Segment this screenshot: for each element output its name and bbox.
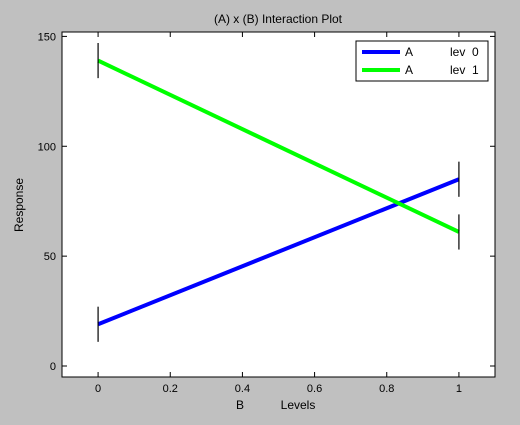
x-tick-label: 0 [95, 383, 101, 395]
plot-area [61, 31, 496, 378]
series-layer [97, 58, 460, 327]
x-tick-label: 0.4 [235, 383, 250, 395]
y-tick-label: 0 [50, 361, 56, 373]
x-tick-label: 0.2 [163, 383, 178, 395]
legend-level-lev-0: lev 0 [450, 45, 479, 59]
legend-box [355, 40, 489, 82]
x-axis-label-b: B [236, 398, 244, 412]
chart-title: (A) x (B) Interaction Plot [214, 12, 343, 26]
x-ticks: 0 0.2 0.4 0.6 0.8 1 [95, 32, 462, 395]
legend: A lev 0 A lev 1 [355, 40, 489, 82]
y-tick-label: 50 [44, 251, 56, 263]
y-tick-label: 150 [38, 31, 56, 43]
x-tick-label: 0.8 [379, 383, 394, 395]
y-axis-label: Response [12, 178, 26, 232]
series-line-lev-1 [97, 58, 460, 234]
x-tick-label: 1 [456, 383, 462, 395]
x-axis-label-levels: Levels [281, 398, 316, 412]
y-tick-label: 100 [38, 141, 56, 153]
errorbar-layer [97, 42, 460, 342]
legend-name-lev-0: A [405, 45, 413, 59]
y-ticks: 0 50 100 150 [38, 31, 495, 373]
legend-level-lev-1: lev 1 [450, 63, 479, 77]
legend-name-lev-1: A [405, 63, 413, 77]
x-tick-label: 0.6 [307, 383, 322, 395]
